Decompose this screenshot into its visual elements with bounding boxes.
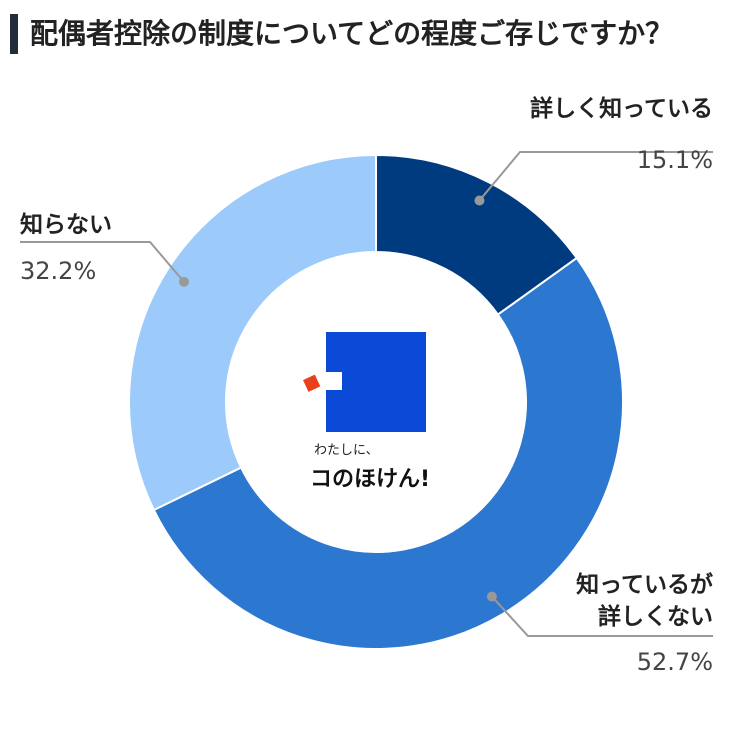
leader-line-0 (478, 151, 713, 202)
page-title: 配偶者控除の制度についてどの程度ご存じですか？ (30, 17, 674, 50)
slice-label-1-line-0: 知っているが (576, 571, 713, 598)
leader-dot-0 (474, 195, 485, 206)
donut-slice-2 (128, 153, 377, 512)
logo-name: コのほけん! (310, 467, 430, 492)
leader-line-1 (491, 595, 713, 637)
logo-white-notch (322, 372, 342, 390)
slice-label-0-line-0: 詳しく知っている (530, 95, 713, 122)
leader-lines (20, 151, 713, 637)
logo-square-icon (326, 332, 426, 432)
slice-value-1: 52.7% (637, 648, 713, 676)
leader-line-2 (20, 241, 185, 283)
slice-value-2: 32.2% (20, 257, 96, 285)
leader-dot-2 (179, 276, 190, 287)
leader-dot-1 (486, 591, 497, 602)
slice-label-2-line-0: 知らない (20, 211, 112, 238)
slice-label-1-line-1: 詳しくない (598, 603, 713, 630)
donut-slice-1 (152, 256, 624, 650)
logo-tagline: わたしに、 (314, 443, 379, 458)
logo: わたしに、 コのほけん! (303, 332, 430, 492)
slice-value-0: 15.1% (637, 146, 713, 174)
title-accent-bar (10, 14, 18, 54)
donut-slices (128, 153, 624, 650)
logo-accent-icon (303, 374, 321, 392)
